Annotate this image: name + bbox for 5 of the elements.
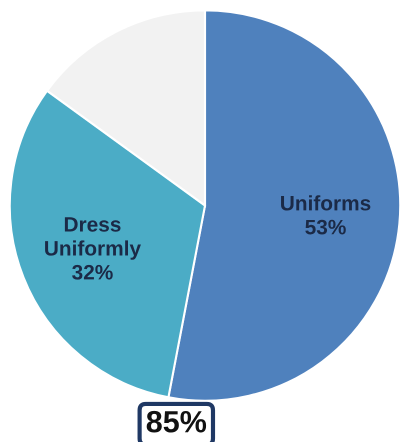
text: 85% (146, 410, 206, 433)
data-label: 32% (72, 264, 113, 280)
data-label: 53% (305, 220, 346, 235)
slice-label: Uniforms (281, 195, 370, 211)
slice-label: Dress Uniformly (45, 217, 141, 260)
